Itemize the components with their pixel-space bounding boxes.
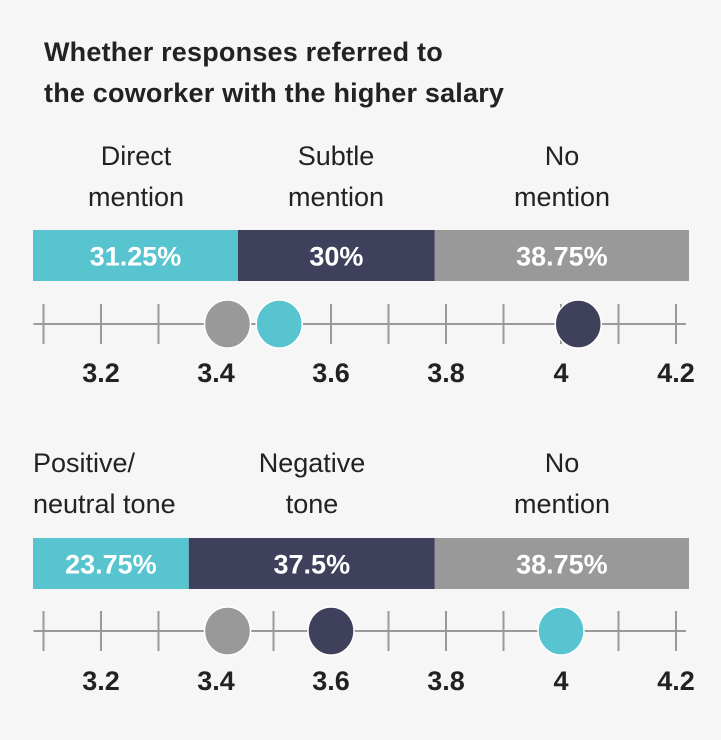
data-point bbox=[203, 299, 252, 349]
tick-label: 3.6 bbox=[312, 666, 350, 696]
bar-segment bbox=[188, 538, 435, 589]
category-label-line: mention bbox=[513, 489, 611, 519]
tick-label: 4.2 bbox=[657, 358, 695, 388]
tick-label: 4.2 bbox=[657, 666, 695, 696]
tick-label: 3.4 bbox=[197, 358, 235, 388]
category-label: Positive/ neutral tone bbox=[33, 443, 233, 525]
bar-value-label: 31.25% bbox=[90, 242, 182, 272]
tick-label: 3.8 bbox=[427, 666, 465, 696]
bar-value-label: 38.75% bbox=[516, 242, 608, 272]
chart-title: Whether responses referred to the cowork… bbox=[44, 32, 504, 114]
tick-label: 3.8 bbox=[427, 358, 465, 388]
category-label-line: mention bbox=[513, 182, 611, 212]
title-line-1: Whether responses referred to bbox=[44, 37, 443, 67]
bar-segment bbox=[238, 230, 435, 281]
bar-segment bbox=[434, 538, 689, 589]
data-point bbox=[537, 606, 585, 656]
category-label: Direct mention bbox=[66, 136, 206, 218]
category-label-line: mention bbox=[287, 182, 385, 212]
title-line-2: the coworker with the higher salary bbox=[44, 78, 505, 108]
category-label-line: Negative bbox=[258, 448, 366, 478]
bar-value-label: 38.75% bbox=[516, 550, 608, 580]
category-label: Negative tone bbox=[242, 443, 382, 525]
bar-segment bbox=[33, 230, 238, 281]
tick-label: 4 bbox=[553, 358, 568, 388]
tick-label: 3.2 bbox=[82, 666, 120, 696]
bar-segment bbox=[33, 538, 189, 589]
category-label-line: Direct bbox=[100, 141, 172, 171]
category-label: No mention bbox=[492, 443, 632, 525]
category-label-line: tone bbox=[285, 489, 339, 519]
bar-segment bbox=[434, 230, 689, 281]
tick-label: 3.6 bbox=[312, 358, 350, 388]
category-label-line: No bbox=[544, 141, 580, 171]
tick-label: 3.2 bbox=[82, 358, 120, 388]
category-label: No mention bbox=[492, 136, 632, 218]
category-label-line: No bbox=[544, 448, 580, 478]
bar-value-label: 23.75% bbox=[65, 550, 157, 580]
data-point bbox=[307, 606, 355, 656]
data-point bbox=[554, 299, 602, 349]
tick-label: 3.4 bbox=[197, 666, 235, 696]
category-label-line: neutral tone bbox=[33, 489, 176, 519]
data-point bbox=[255, 299, 303, 349]
bar-value-label: 37.5% bbox=[274, 550, 351, 580]
bar-value-label: 30% bbox=[309, 242, 363, 272]
category-label-line: Subtle bbox=[297, 141, 375, 171]
category-label: Subtle mention bbox=[266, 136, 406, 218]
data-point bbox=[203, 606, 252, 656]
category-label-line: Positive/ bbox=[33, 448, 136, 478]
category-label-line: mention bbox=[87, 182, 185, 212]
tick-label: 4 bbox=[553, 666, 568, 696]
